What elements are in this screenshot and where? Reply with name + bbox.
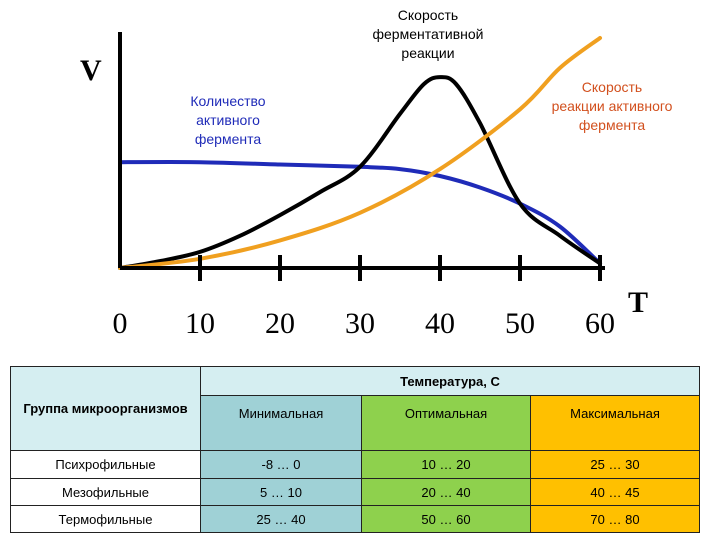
series-active-enzyme-reaction-rate [118, 36, 602, 270]
temperature-header: Температура, С [199, 366, 701, 396]
cell-max: 40 … 45 [529, 478, 701, 506]
column-header-max: Максимальная [529, 395, 701, 451]
x-axis-label: T [628, 286, 648, 319]
row-name: Мезофильные [10, 478, 201, 506]
table-row: Термофильные 25 … 40 50 … 60 70 … 80 [10, 505, 701, 533]
cell-opt: 50 … 60 [361, 505, 531, 533]
cell-opt: 20 … 40 [361, 478, 531, 506]
x-tick-label: 50 [505, 307, 535, 340]
x-tick-label: 60 [585, 307, 615, 340]
y-axis-label: V [80, 54, 102, 87]
x-tick-label: 30 [345, 307, 375, 340]
annotation-line: Скорость [398, 7, 458, 23]
x-tick-label: 20 [265, 307, 295, 340]
chart-series-group [118, 36, 602, 270]
x-tick-group: 0 10 20 30 40 50 60 [113, 255, 615, 340]
row-name: Термофильные [10, 505, 201, 533]
cell-max: 70 … 80 [529, 505, 701, 533]
column-header-opt: Оптимальная [361, 395, 531, 451]
x-tick-label: 10 [185, 307, 215, 340]
x-tick-label: 40 [425, 307, 455, 340]
annotation-active-enzyme-reaction-rate: Скорость реакции активного фермента [552, 79, 673, 133]
row-name: Психрофильные [10, 450, 201, 479]
cell-min: 5 … 10 [200, 478, 362, 506]
cell-opt: 10 … 20 [361, 450, 531, 479]
annotation-line: реакции активного [552, 98, 673, 114]
annotation-line: активного [196, 112, 260, 128]
chart: 0 10 20 30 40 50 60 V T Скорость ферментативной… [80, 7, 673, 340]
cell-min: 25 … 40 [200, 505, 362, 533]
column-header-min: Минимальная [200, 395, 362, 451]
annotation-active-enzyme-amount: Количество активного фермента [190, 93, 265, 147]
annotation-line: Количество [190, 93, 265, 109]
annotation-group: Скорость ферментативной реакции Количество а… [190, 7, 672, 147]
annotation-line: фермента [195, 131, 261, 147]
table-row: Мезофильные 5 … 10 20 … 40 40 … 45 [10, 478, 701, 506]
table-row: Психрофильные -8 … 0 10 … 20 25 … 30 [10, 450, 701, 479]
annotation-enzymatic-reaction-rate: Скорость ферментативной реакции [373, 7, 484, 61]
annotation-line: реакции [401, 45, 454, 61]
x-tick-label: 0 [113, 307, 128, 340]
series-active-enzyme-amount [118, 160, 602, 266]
annotation-line: фермента [579, 117, 645, 133]
cell-max: 25 … 30 [529, 450, 701, 479]
series-enzymatic-reaction-rate [118, 75, 602, 270]
annotation-line: ферментативной [373, 26, 484, 42]
cell-min: -8 … 0 [200, 450, 362, 479]
annotation-line: Скорость [582, 79, 642, 95]
microorganism-temperature-table: Группа микроорганизмов Температура, С Ми… [10, 366, 701, 533]
group-header: Группа микроорганизмов [10, 366, 201, 451]
